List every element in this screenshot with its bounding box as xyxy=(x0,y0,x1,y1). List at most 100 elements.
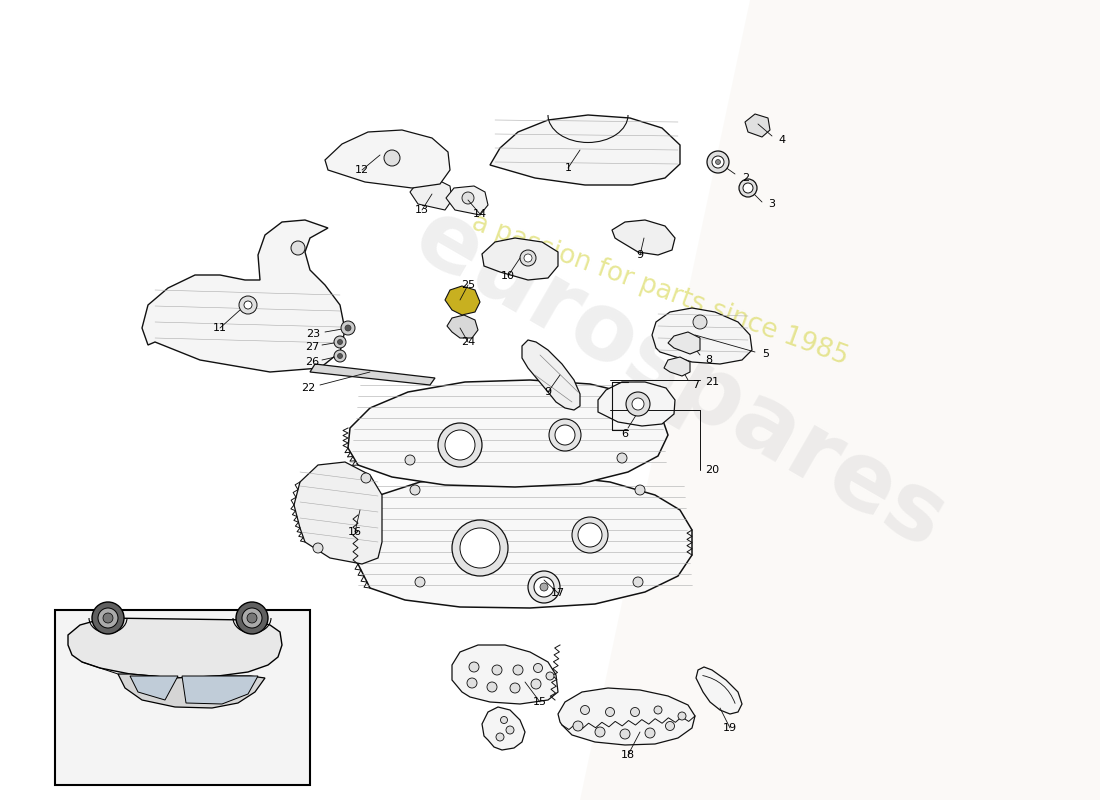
Circle shape xyxy=(707,151,729,173)
Circle shape xyxy=(496,733,504,741)
Text: eurospares: eurospares xyxy=(398,191,961,569)
Text: 5: 5 xyxy=(762,349,769,359)
Polygon shape xyxy=(324,130,450,188)
Polygon shape xyxy=(612,220,675,255)
Text: 16: 16 xyxy=(348,527,362,537)
Polygon shape xyxy=(446,286,480,315)
Circle shape xyxy=(236,602,268,634)
Circle shape xyxy=(239,296,257,314)
Polygon shape xyxy=(310,364,435,385)
Circle shape xyxy=(462,192,474,204)
Text: 4: 4 xyxy=(778,135,785,145)
Polygon shape xyxy=(745,114,770,137)
Circle shape xyxy=(549,419,581,451)
Circle shape xyxy=(242,608,262,628)
Circle shape xyxy=(98,608,118,628)
Text: a passion for parts since 1985: a passion for parts since 1985 xyxy=(469,210,851,370)
Circle shape xyxy=(524,254,532,262)
Circle shape xyxy=(654,706,662,714)
Circle shape xyxy=(405,455,415,465)
Circle shape xyxy=(632,577,644,587)
Circle shape xyxy=(632,398,644,410)
Text: 23: 23 xyxy=(306,329,320,339)
Circle shape xyxy=(452,520,508,576)
Circle shape xyxy=(520,250,536,266)
Polygon shape xyxy=(482,707,525,750)
Text: 24: 24 xyxy=(461,337,475,347)
Circle shape xyxy=(534,663,542,673)
Text: 3: 3 xyxy=(768,199,776,209)
Circle shape xyxy=(546,672,554,680)
Circle shape xyxy=(506,726,514,734)
Circle shape xyxy=(415,577,425,587)
Circle shape xyxy=(534,577,554,597)
Polygon shape xyxy=(118,674,265,708)
Polygon shape xyxy=(664,357,690,376)
Polygon shape xyxy=(490,115,680,185)
Circle shape xyxy=(384,150,400,166)
Circle shape xyxy=(338,354,342,358)
Circle shape xyxy=(341,321,355,335)
Circle shape xyxy=(492,665,502,675)
Text: 13: 13 xyxy=(415,205,429,215)
Circle shape xyxy=(715,159,720,165)
Text: 21: 21 xyxy=(705,377,719,387)
Text: 27: 27 xyxy=(305,342,319,352)
Polygon shape xyxy=(452,645,558,704)
Polygon shape xyxy=(447,315,478,338)
Text: 9: 9 xyxy=(637,250,644,260)
Circle shape xyxy=(338,339,342,345)
Circle shape xyxy=(248,613,257,623)
Polygon shape xyxy=(482,238,558,280)
Text: 18: 18 xyxy=(620,750,635,760)
Circle shape xyxy=(446,430,475,460)
Circle shape xyxy=(620,729,630,739)
Circle shape xyxy=(617,453,627,463)
Circle shape xyxy=(635,485,645,495)
Circle shape xyxy=(487,682,497,692)
Circle shape xyxy=(666,722,674,730)
Circle shape xyxy=(361,473,371,483)
Text: 1: 1 xyxy=(564,163,572,173)
Text: 10: 10 xyxy=(500,271,515,281)
Circle shape xyxy=(572,517,608,553)
Circle shape xyxy=(739,179,757,197)
Text: 2: 2 xyxy=(742,173,749,183)
Circle shape xyxy=(513,665,522,675)
Polygon shape xyxy=(668,332,700,354)
Circle shape xyxy=(334,336,346,348)
Polygon shape xyxy=(652,308,752,364)
Circle shape xyxy=(605,707,615,717)
Polygon shape xyxy=(130,676,178,700)
Circle shape xyxy=(469,662,478,672)
Text: 8: 8 xyxy=(705,355,712,365)
Text: 17: 17 xyxy=(551,588,565,598)
Circle shape xyxy=(103,613,113,623)
Text: 22: 22 xyxy=(301,383,315,393)
Circle shape xyxy=(712,156,724,168)
Circle shape xyxy=(92,602,124,634)
Circle shape xyxy=(578,523,602,547)
Text: 26: 26 xyxy=(305,357,319,367)
Text: 6: 6 xyxy=(621,429,628,439)
Polygon shape xyxy=(348,380,668,487)
Circle shape xyxy=(528,571,560,603)
Circle shape xyxy=(573,721,583,731)
Circle shape xyxy=(410,485,420,495)
Circle shape xyxy=(645,728,654,738)
Circle shape xyxy=(460,528,500,568)
Circle shape xyxy=(244,301,252,309)
Circle shape xyxy=(556,425,575,445)
Text: 20: 20 xyxy=(705,465,719,475)
Polygon shape xyxy=(522,340,580,410)
Circle shape xyxy=(314,543,323,553)
Polygon shape xyxy=(410,180,452,210)
Text: 9: 9 xyxy=(544,387,551,397)
Circle shape xyxy=(334,350,346,362)
Circle shape xyxy=(678,712,686,720)
Circle shape xyxy=(292,241,305,255)
Circle shape xyxy=(345,325,351,331)
Circle shape xyxy=(742,183,754,193)
Circle shape xyxy=(510,683,520,693)
Circle shape xyxy=(595,727,605,737)
